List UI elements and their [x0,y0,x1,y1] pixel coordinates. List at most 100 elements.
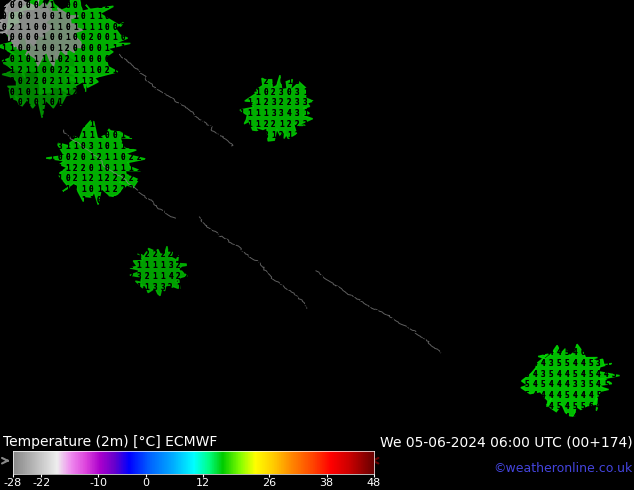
Text: 2: 2 [120,207,125,216]
Text: 3: 3 [398,413,403,422]
Text: 2: 2 [73,402,77,411]
Text: 3: 3 [366,240,371,248]
Text: 4: 4 [485,348,489,357]
Text: 2: 2 [231,44,236,53]
Text: 4: 4 [430,380,434,390]
Text: 1: 1 [10,326,14,335]
Text: 3: 3 [382,369,387,378]
Text: 1: 1 [57,98,61,107]
Text: 4: 4 [295,369,299,378]
Text: 3: 3 [453,359,458,368]
Text: 4: 4 [446,337,450,346]
Text: 4: 4 [327,272,331,281]
Text: 4: 4 [319,424,323,433]
Text: 1: 1 [366,66,371,75]
Text: 5: 5 [588,316,593,324]
Text: 2: 2 [57,413,61,422]
Text: 3: 3 [247,261,252,270]
Text: 0: 0 [49,131,54,140]
Text: 3: 3 [319,98,323,107]
Text: 1: 1 [57,77,61,86]
Text: 1: 1 [89,1,93,10]
Text: 2: 2 [517,272,521,281]
Text: 3: 3 [533,142,537,151]
Text: 4: 4 [469,250,474,259]
Text: 2: 2 [105,261,109,270]
Text: 3: 3 [564,98,569,107]
Text: 2: 2 [358,44,363,53]
Text: 2: 2 [18,66,22,75]
Text: 3: 3 [192,261,197,270]
Text: 0: 0 [73,44,77,53]
Text: 3: 3 [501,120,505,129]
Text: 2: 2 [263,337,268,346]
Text: 4: 4 [573,359,577,368]
Text: 0: 0 [176,23,181,31]
Text: 1: 1 [49,229,54,238]
Text: 2: 2 [192,348,197,357]
Text: 2: 2 [430,250,434,259]
Text: 2: 2 [557,185,561,194]
Text: 2: 2 [105,359,109,368]
Text: 0: 0 [208,131,212,140]
Text: 5: 5 [501,402,505,411]
Text: 1: 1 [216,55,220,64]
Text: 4: 4 [224,229,228,238]
Text: 3: 3 [453,12,458,21]
Text: 3: 3 [335,304,339,314]
Text: 5: 5 [311,402,315,411]
Text: 0: 0 [49,33,54,43]
Text: 4: 4 [216,304,220,314]
Text: 1: 1 [231,131,236,140]
Text: 1: 1 [136,304,141,314]
Text: 1: 1 [81,131,86,140]
Text: 3: 3 [564,207,569,216]
Text: 5: 5 [462,326,466,335]
Text: 3: 3 [382,261,387,270]
Text: 1: 1 [192,185,197,194]
Text: 2: 2 [192,413,197,422]
Text: 3: 3 [295,413,299,422]
Text: 2: 2 [73,240,77,248]
Text: 1: 1 [105,44,109,53]
Text: 3: 3 [414,23,418,31]
Text: 2: 2 [620,66,624,75]
Text: 4: 4 [485,326,489,335]
Text: 3: 3 [446,131,450,140]
Text: 1: 1 [382,120,387,129]
Text: 4: 4 [628,283,632,292]
Text: 2: 2 [437,304,442,314]
Text: 4: 4 [287,391,292,400]
Text: 1: 1 [231,23,236,31]
Text: 2: 2 [342,33,347,43]
Text: 2: 2 [525,33,529,43]
Text: 2: 2 [342,359,347,368]
Text: 1: 1 [184,55,188,64]
Text: 2: 2 [65,66,70,75]
Text: 1: 1 [176,12,181,21]
Text: 1: 1 [136,294,141,303]
Text: 2: 2 [335,23,339,31]
Text: 4: 4 [176,380,181,390]
Text: 3: 3 [548,109,553,118]
Text: 5: 5 [612,207,616,216]
Text: 4: 4 [509,391,514,400]
Text: 0: 0 [271,1,276,10]
Text: 2: 2 [351,88,355,97]
Text: 1: 1 [57,207,61,216]
Text: 2: 2 [564,44,569,53]
Text: 3: 3 [406,55,410,64]
Text: 2: 2 [319,316,323,324]
Text: 5: 5 [501,229,505,238]
Text: 1: 1 [311,283,315,292]
Text: 5: 5 [620,261,624,270]
Text: 1: 1 [105,44,109,53]
Text: 3: 3 [462,380,466,390]
Text: 2: 2 [120,391,125,400]
Text: 1: 1 [263,55,268,64]
Text: 3: 3 [517,369,521,378]
Text: 2: 2 [231,380,236,390]
Text: 1: 1 [287,33,292,43]
Text: 1: 1 [73,23,77,31]
Text: 3: 3 [620,44,624,53]
